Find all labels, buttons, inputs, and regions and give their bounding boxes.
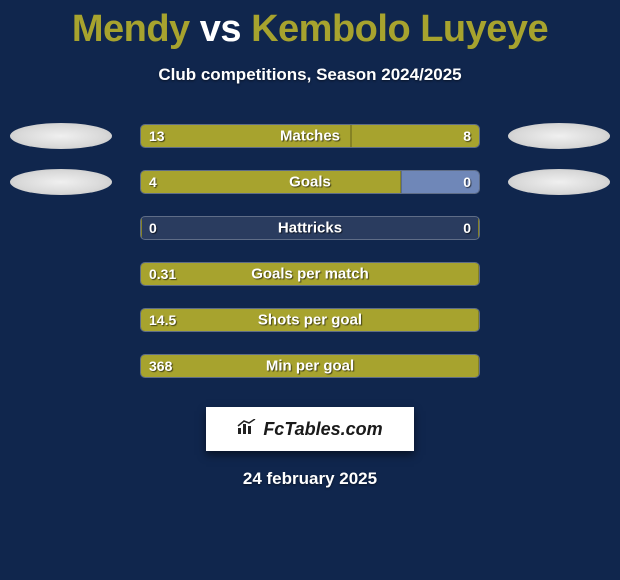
- bar-left: [141, 217, 142, 239]
- stat-row: 368Min per goal: [0, 343, 620, 389]
- bar-left: [141, 263, 479, 285]
- player1-marker: [10, 123, 112, 149]
- bar-track: 0 0Hattricks: [140, 216, 480, 240]
- bar-right: [478, 355, 479, 377]
- right-value: 0: [463, 220, 471, 236]
- bar-left: [141, 355, 479, 377]
- bar-track: 138Matches: [140, 124, 480, 148]
- bar-right: [478, 217, 479, 239]
- stat-row: 0 0Hattricks: [0, 205, 620, 251]
- vs-label: vs: [200, 8, 241, 50]
- bar-left: [141, 171, 401, 193]
- bar-track: 40Goals: [140, 170, 480, 194]
- player1-name: Mendy: [72, 8, 190, 50]
- bar-left: [141, 309, 479, 331]
- player2-marker: [508, 169, 610, 195]
- bar-left: [141, 125, 351, 147]
- bar-track: 14.5Shots per goal: [140, 308, 480, 332]
- stat-row: 40Goals: [0, 159, 620, 205]
- stat-label: Hattricks: [141, 220, 479, 237]
- comparison-chart: 138Matches 40Goals 0 0Hattricks 0.31Goals pe…: [0, 113, 620, 389]
- page-title: Mendy vs Kembolo Luyeye: [0, 0, 620, 51]
- player1-marker: [10, 169, 112, 195]
- subtitle: Club competitions, Season 2024/2025: [0, 65, 620, 85]
- bar-right: [351, 125, 479, 147]
- player2-name: Kembolo Luyeye: [251, 8, 548, 50]
- logo-text: FcTables.com: [263, 419, 382, 440]
- bar-track: 368Min per goal: [140, 354, 480, 378]
- stat-row: 14.5Shots per goal: [0, 297, 620, 343]
- player2-marker: [508, 123, 610, 149]
- bar-track: 0.31Goals per match: [140, 262, 480, 286]
- bar-right: [478, 309, 479, 331]
- bar-right: [401, 171, 479, 193]
- footer-date: 24 february 2025: [0, 469, 620, 489]
- fctables-logo: FcTables.com: [206, 407, 414, 451]
- chart-icon: [237, 419, 257, 440]
- left-value: 0: [149, 220, 157, 236]
- bar-right: [478, 263, 479, 285]
- stat-row: 138Matches: [0, 113, 620, 159]
- stat-row: 0.31Goals per match: [0, 251, 620, 297]
